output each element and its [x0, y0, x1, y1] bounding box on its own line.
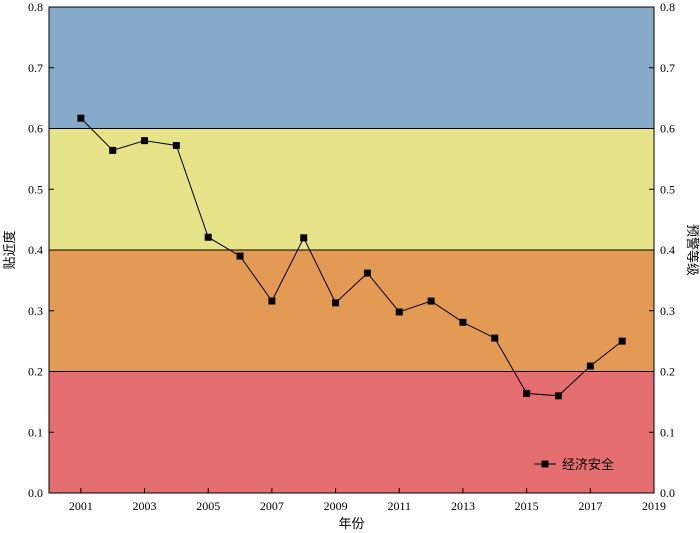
y-tick-label-right: 0.6	[660, 122, 675, 136]
y-tick-label-right: 0.0	[660, 486, 675, 500]
data-point	[300, 234, 308, 242]
data-point	[268, 297, 276, 305]
y-tick-label-left: 0.6	[28, 122, 43, 136]
left-y-axis-title: 贴近度	[2, 230, 18, 269]
y-tick-label-right: 0.4	[660, 243, 675, 257]
right-y-axis-title: 预警等级	[684, 224, 700, 276]
band-0	[49, 371, 654, 493]
legend: 经济安全	[534, 457, 614, 473]
legend-marker	[541, 460, 549, 468]
x-tick-label: 2019	[642, 499, 666, 513]
y-tick-label-right: 0.3	[660, 304, 675, 318]
data-point	[172, 142, 180, 150]
axis-ticks: 0.0 0.0 0.1 0.1 0.2 0.2 0.3 0.3 0.4 0.4 0.5 0.5 0.6 0…	[28, 0, 675, 513]
series-line	[80, 117, 623, 397]
warning-bands	[49, 7, 654, 493]
y-tick-label-right: 0.2	[660, 365, 675, 379]
data-point	[459, 318, 467, 326]
x-tick-label: 2005	[196, 499, 220, 513]
data-point	[491, 334, 499, 342]
y-tick-label-left: 0.8	[28, 0, 43, 14]
y-tick-label-right: 0.5	[660, 182, 675, 196]
x-tick-label: 2013	[451, 499, 475, 513]
y-tick-label-right: 0.7	[660, 61, 675, 75]
y-tick-label-left: 0.1	[28, 425, 43, 439]
y-tick-label-right: 0.1	[660, 425, 675, 439]
y-tick-label-right: 0.8	[660, 0, 675, 14]
band-boundary-lines	[49, 128, 654, 372]
y-tick-label-left: 0.4	[28, 243, 43, 257]
data-point	[332, 299, 340, 307]
x-tick-label: 2007	[260, 499, 284, 513]
data-point	[618, 337, 626, 345]
data-point	[395, 308, 403, 316]
series-layer	[77, 114, 626, 400]
x-tick-label: 2009	[324, 499, 348, 513]
x-tick-label: 2011	[387, 499, 411, 513]
data-point	[204, 233, 212, 241]
band-1	[49, 250, 654, 372]
data-point	[523, 389, 531, 397]
band-3	[49, 7, 654, 129]
data-point	[77, 114, 85, 122]
data-point	[141, 137, 149, 145]
x-tick-label: 2015	[515, 499, 539, 513]
data-point	[236, 252, 244, 260]
y-tick-label-left: 0.0	[28, 486, 43, 500]
data-point	[586, 362, 594, 370]
data-point	[109, 146, 117, 154]
y-tick-label-left: 0.7	[28, 61, 43, 75]
x-tick-label: 2003	[133, 499, 157, 513]
data-point	[554, 392, 562, 400]
x-axis-title: 年份	[338, 517, 364, 532]
x-tick-label: 2001	[69, 499, 93, 513]
data-point	[427, 297, 435, 305]
y-tick-label-left: 0.3	[28, 304, 43, 318]
band-2	[49, 128, 654, 250]
y-tick-label-left: 0.2	[28, 365, 43, 379]
x-tick-label: 2017	[578, 499, 602, 513]
y-tick-label-left: 0.5	[28, 182, 43, 196]
legend-label: 经济安全	[562, 457, 614, 473]
data-point	[363, 269, 371, 277]
